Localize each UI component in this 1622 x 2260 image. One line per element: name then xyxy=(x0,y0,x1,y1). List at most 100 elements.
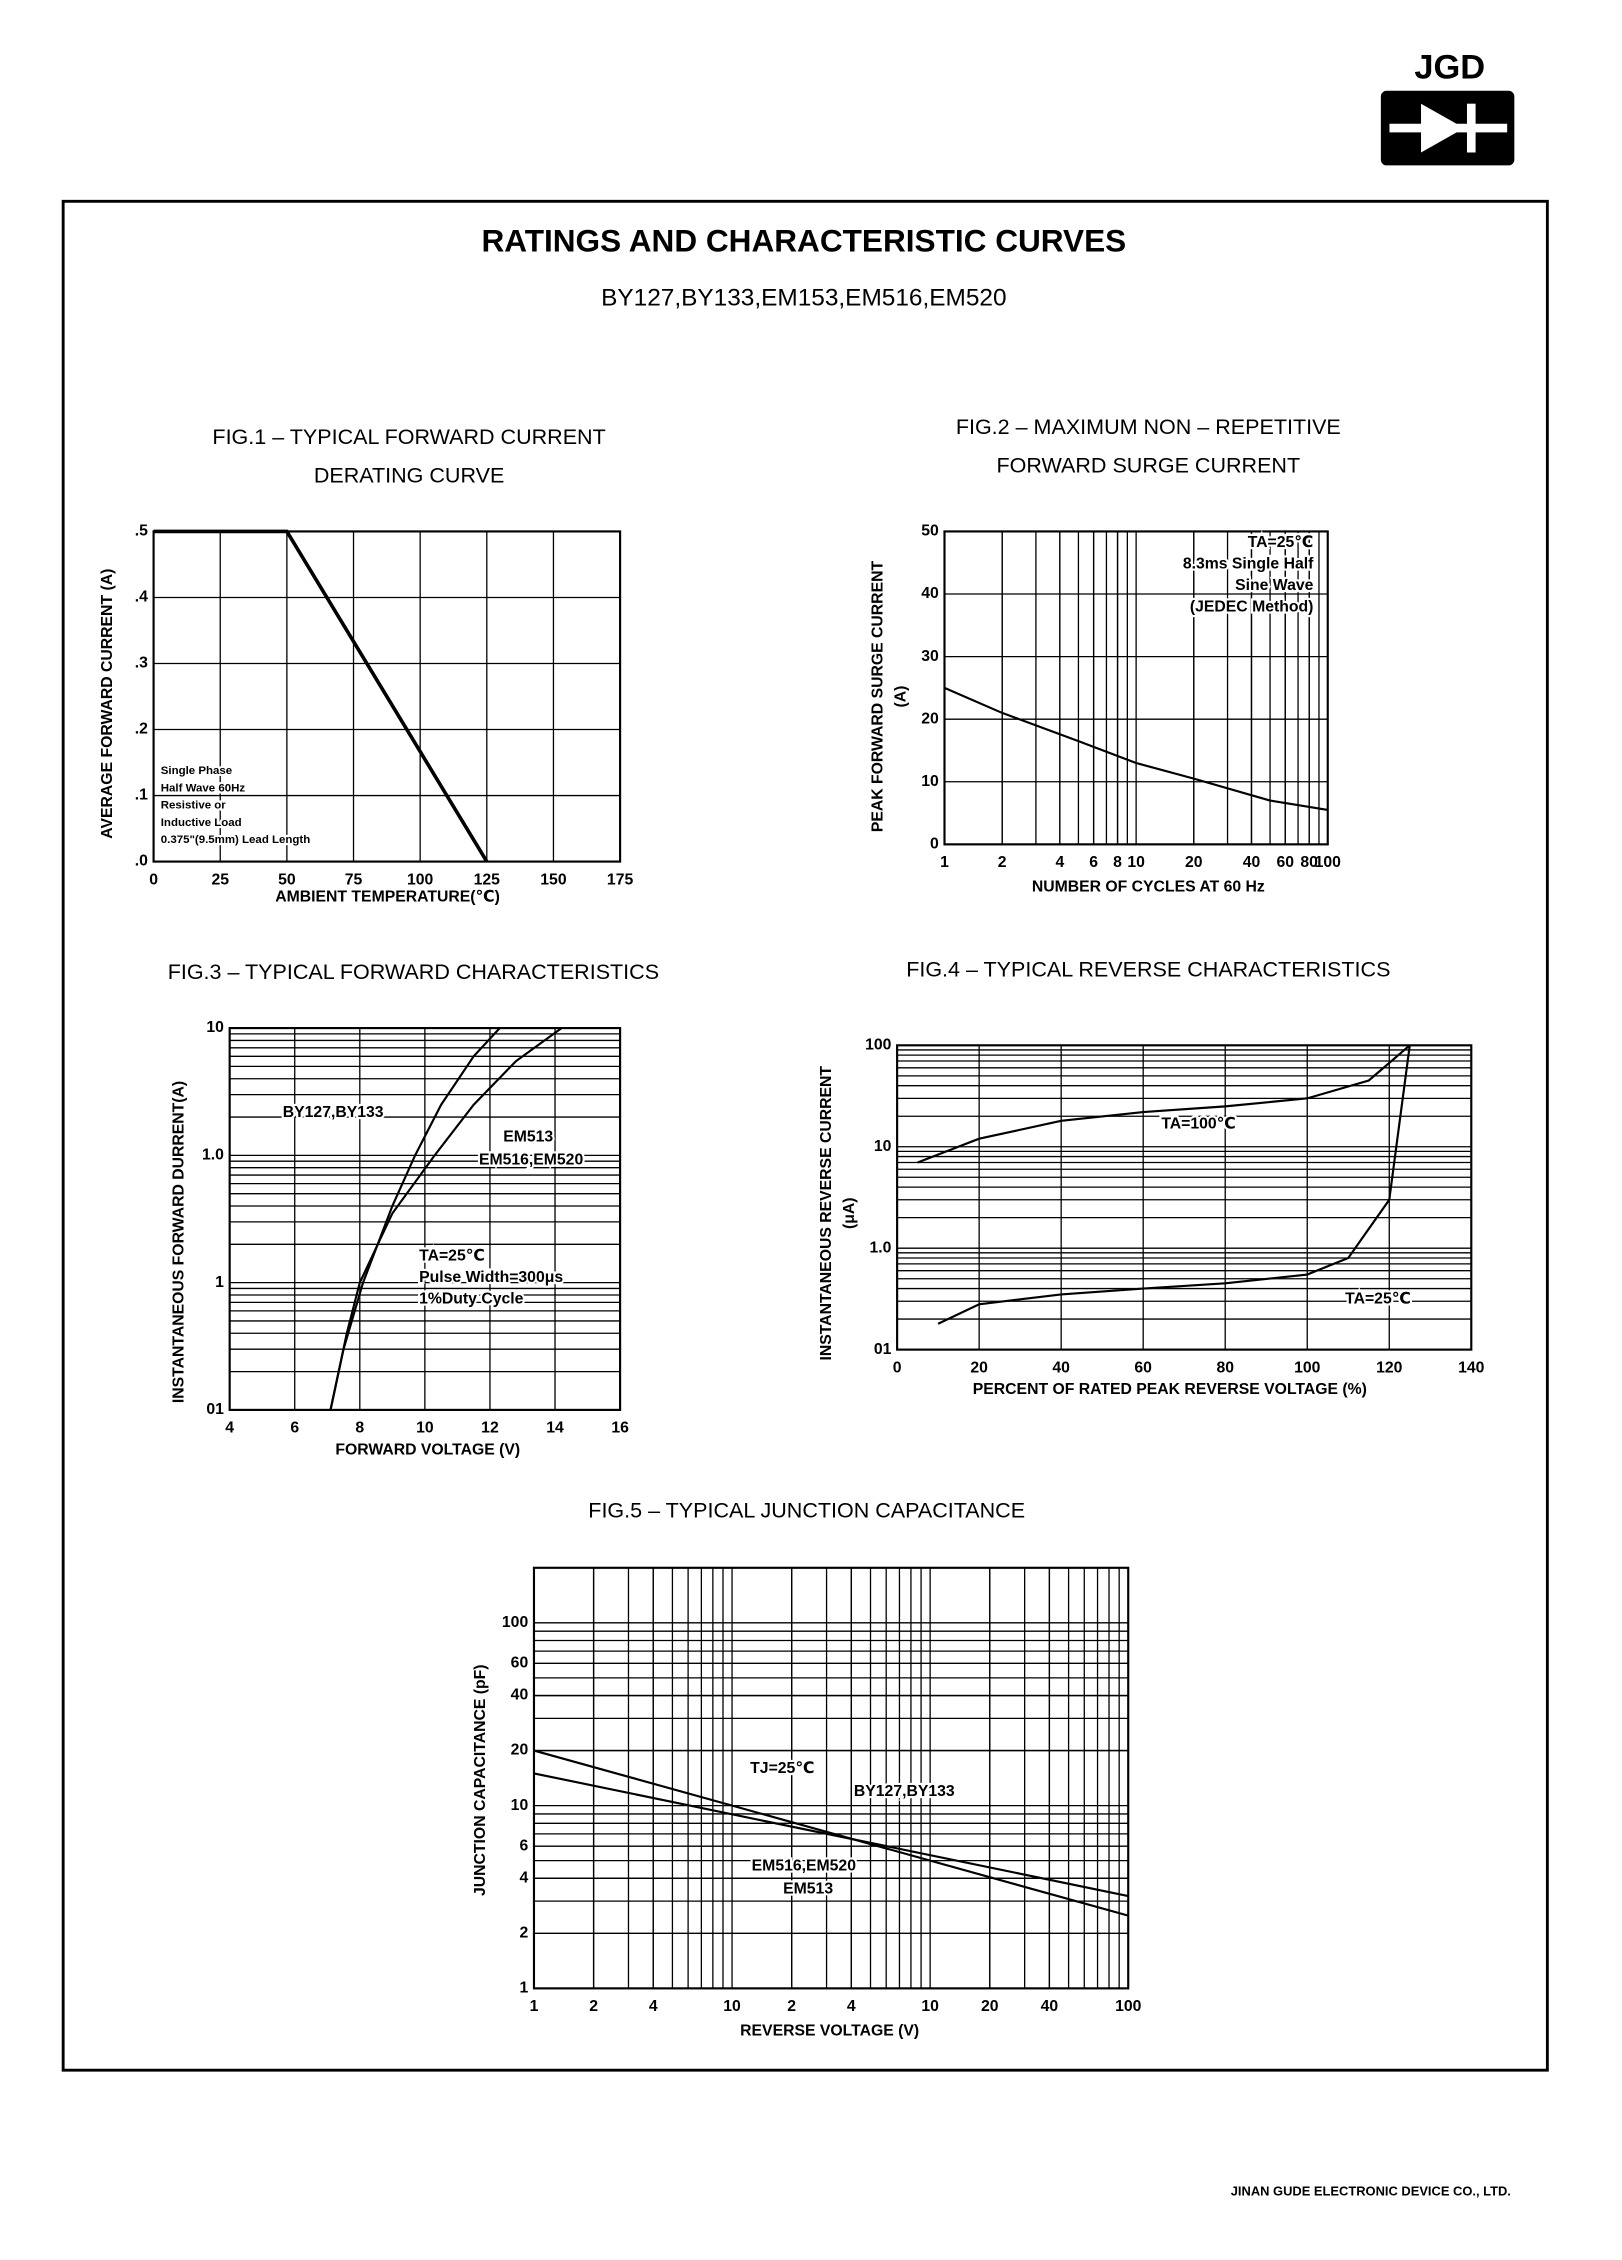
x-tick-label: 80 xyxy=(1216,1359,1234,1376)
x-tick-label: 50 xyxy=(278,871,296,888)
x-tick-label: 20 xyxy=(1185,854,1203,871)
x-tick-label: 20 xyxy=(981,1998,999,2015)
logo-text: JGD xyxy=(1414,48,1485,86)
y-axis-label: JUNCTION CAPACITANCE (pF) xyxy=(472,1664,489,1896)
annotation: Half Wave 60Hz xyxy=(161,782,246,794)
y-tick-label: 40 xyxy=(511,1687,529,1704)
x-tick-label: 100 xyxy=(1315,854,1342,871)
x-tick-label: 100 xyxy=(1294,1359,1321,1376)
x-tick-label: 1 xyxy=(530,1998,539,2015)
y-tick-label: 60 xyxy=(511,1655,529,1672)
annotation: 0.375"(9.5mm) Lead Length xyxy=(161,834,310,846)
y-tick-label: 1.0 xyxy=(869,1239,891,1256)
x-tick-label: 14 xyxy=(546,1420,564,1437)
series-label: TA=25℃ xyxy=(1345,1291,1411,1308)
y-tick-label: 01 xyxy=(206,1401,224,1418)
x-tick-label: 25 xyxy=(211,871,229,888)
y-tick-label: 01 xyxy=(874,1341,892,1358)
x-tick-label: 60 xyxy=(1276,854,1294,871)
curve xyxy=(533,1749,1129,1917)
x-tick-label: 8 xyxy=(355,1420,364,1437)
y-tick-label: .0 xyxy=(135,853,148,870)
x-tick-label: 16 xyxy=(611,1420,629,1437)
x-tick-label: 175 xyxy=(607,871,634,888)
y-tick-label: 10 xyxy=(921,773,939,790)
y-tick-label: 20 xyxy=(921,710,939,727)
y-axis-label: (μA) xyxy=(841,1197,858,1229)
frame xyxy=(61,199,1549,2072)
annotation: EM516,EM520 xyxy=(479,1151,584,1168)
x-tick-label: 20 xyxy=(970,1359,988,1376)
x-tick-label: 12 xyxy=(481,1420,499,1437)
x-tick-label: 125 xyxy=(474,871,501,888)
y-tick-label: 1.0 xyxy=(202,1147,224,1164)
page-title: RATINGS AND CHARACTERISTIC CURVES xyxy=(481,222,1126,258)
y-axis-label: INSTANTANEOUS FORWARD DURRENT(A) xyxy=(171,1081,188,1403)
page-subtitle: BY127,BY133,EM153,EM516,EM520 xyxy=(601,284,1006,311)
x-tick-label: 10 xyxy=(1127,854,1145,871)
y-tick-label: 50 xyxy=(921,523,939,540)
x-axis-label: REVERSE VOLTAGE (V) xyxy=(740,2023,919,2040)
x-tick-label: 40 xyxy=(1243,854,1261,871)
y-axis-label: INSTANTANEOUS REVERSE CURRENT xyxy=(818,1066,835,1361)
x-tick-label: 4 xyxy=(649,1998,658,2015)
curve xyxy=(937,1045,1411,1325)
x-tick-label: 2 xyxy=(787,1998,796,2015)
chart-title: FIG.2 – MAXIMUM NON – REPETITIVE xyxy=(956,415,1341,439)
x-tick-label: 2 xyxy=(589,1998,598,2015)
x-tick-label: 4 xyxy=(847,1998,856,2015)
x-tick-label: 40 xyxy=(1052,1359,1070,1376)
series-label: BY127,BY133 xyxy=(283,1104,384,1121)
y-tick-label: 20 xyxy=(511,1742,529,1759)
x-tick-label: 8 xyxy=(1113,854,1122,871)
annotation: Single Phase xyxy=(161,765,232,777)
chart-title: FIG.4 – TYPICAL REVERSE CHARACTERISTICS xyxy=(906,957,1390,981)
plot-frame xyxy=(896,1044,1473,1351)
x-tick-label: 10 xyxy=(723,1998,741,2015)
annotation: (JEDEC Method) xyxy=(1190,599,1314,616)
x-tick-label: 2 xyxy=(998,854,1007,871)
y-axis-label: PEAK FORWARD SURGE CURRENT xyxy=(870,561,887,833)
x-tick-label: 6 xyxy=(1089,854,1098,871)
series-label: BY127,BY133 xyxy=(854,1783,955,1800)
y-tick-label: .3 xyxy=(135,655,148,672)
x-tick-label: 75 xyxy=(345,871,363,888)
annotation: Inductive Load xyxy=(161,817,242,829)
y-tick-label: 6 xyxy=(519,1837,528,1854)
y-tick-label: 10 xyxy=(874,1138,892,1155)
y-tick-label: .5 xyxy=(135,523,148,540)
x-tick-label: 100 xyxy=(407,871,434,888)
x-axis-label: PERCENT OF RATED PEAK REVERSE VOLTAGE (%… xyxy=(973,1381,1367,1398)
x-tick-label: 0 xyxy=(149,871,158,888)
y-tick-label: 4 xyxy=(519,1869,528,1886)
annotation: Sine Wave xyxy=(1235,577,1314,594)
x-tick-label: 6 xyxy=(290,1420,299,1437)
x-tick-label: 4 xyxy=(1055,854,1064,871)
y-tick-label: .1 xyxy=(135,787,148,804)
x-tick-label: 10 xyxy=(416,1420,434,1437)
y-tick-label: 2 xyxy=(519,1925,528,1942)
annotation: TA=25℃ xyxy=(1248,534,1314,551)
curve xyxy=(944,686,1328,811)
annotation: Pulse Width=300μs xyxy=(419,1269,563,1286)
y-axis-label: (A) xyxy=(893,686,910,708)
curve xyxy=(329,1027,563,1411)
chart-title: FIG.5 – TYPICAL JUNCTION CAPACITANCE xyxy=(588,1499,1025,1523)
y-axis-label: AVERAGE FORWARD CURRENT (A) xyxy=(99,569,116,839)
y-tick-label: 100 xyxy=(502,1614,529,1631)
annotation: TJ=25℃ xyxy=(750,1760,814,1777)
y-tick-label: 40 xyxy=(921,585,939,602)
y-tick-label: 30 xyxy=(921,648,939,665)
annotation: 8.3ms Single Half xyxy=(1183,556,1314,573)
y-tick-label: 10 xyxy=(511,1797,529,1814)
annotation: Resistive or xyxy=(161,800,227,812)
x-axis-label: AMBIENT TEMPERATURE(℃) xyxy=(275,889,500,906)
y-tick-label: 10 xyxy=(206,1019,224,1036)
curve xyxy=(533,1772,1129,1898)
footer: JINAN GUDE ELECTRONIC DEVICE CO., LTD. xyxy=(1231,2184,1511,2199)
chart-title: FIG.1 – TYPICAL FORWARD CURRENT xyxy=(212,425,605,449)
annotation: 1%Duty Cycle xyxy=(419,1291,524,1308)
plot-frame xyxy=(532,1566,1130,1990)
